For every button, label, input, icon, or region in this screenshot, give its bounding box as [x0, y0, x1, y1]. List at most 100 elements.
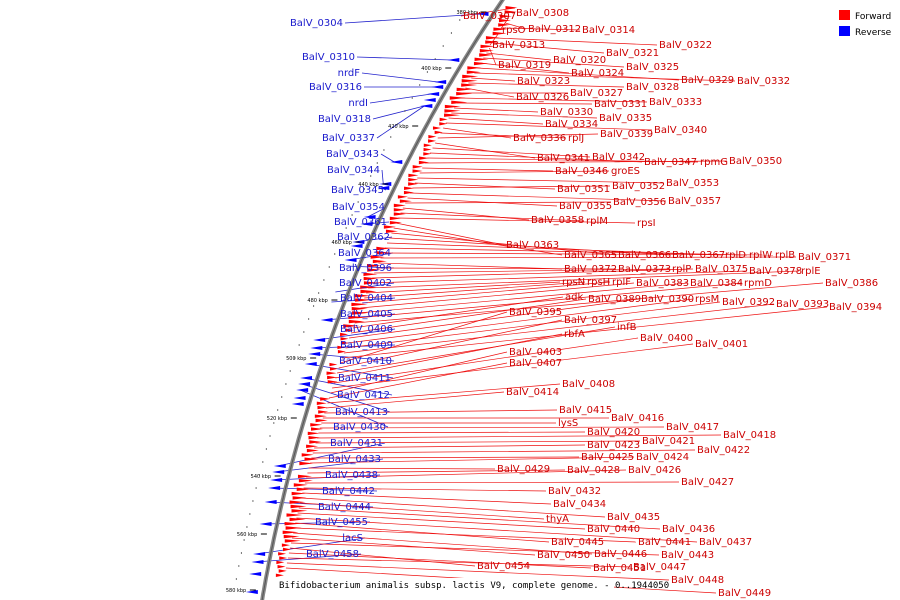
reverse-gene-label[interactable]: BalV_0364: [338, 248, 391, 259]
forward-gene-label[interactable]: BalV_0335: [599, 113, 652, 124]
forward-gene-label[interactable]: rpmG: [700, 157, 728, 168]
forward-gene-label[interactable]: BalV_0326: [516, 92, 569, 103]
reverse-gene-label[interactable]: BalV_0404: [340, 293, 393, 304]
forward-gene-label[interactable]: BalV_0342: [592, 152, 645, 163]
forward-gene-label[interactable]: BalV_0378: [749, 266, 802, 277]
forward-gene-label[interactable]: BalV_0392: [722, 297, 775, 308]
forward-gene-label[interactable]: BalV_0336: [513, 133, 566, 144]
forward-gene-label[interactable]: BalV_0422: [697, 445, 750, 456]
forward-gene-label[interactable]: BalV_0425: [581, 452, 634, 463]
reverse-gene-label[interactable]: BalV_0413: [335, 407, 388, 418]
reverse-gene-label[interactable]: BalV_0402: [339, 278, 392, 289]
forward-gene-label[interactable]: BalV_0448: [671, 575, 724, 586]
forward-gene-label[interactable]: BalV_0320: [553, 55, 606, 66]
forward-gene-label[interactable]: BalV_0371: [798, 252, 851, 263]
forward-gene-label[interactable]: BalV_0449: [718, 588, 771, 599]
forward-gene-label[interactable]: BalV_0328: [626, 82, 679, 93]
forward-gene-label[interactable]: rplW: [749, 250, 772, 261]
forward-gene-label[interactable]: BalV_0341: [537, 153, 590, 164]
forward-gene-label[interactable]: infB: [617, 322, 637, 333]
forward-gene-label[interactable]: BalV_0436: [662, 524, 715, 535]
forward-gene-label[interactable]: BalV_0445: [551, 537, 604, 548]
forward-gene-label[interactable]: BalV_0424: [636, 452, 689, 463]
forward-gene-label[interactable]: rpsN: [562, 277, 585, 288]
reverse-gene-label[interactable]: BalV_0444: [318, 502, 371, 513]
forward-gene-label[interactable]: BalV_0427: [681, 477, 734, 488]
forward-gene-label[interactable]: BalV_0307: [463, 11, 516, 22]
forward-gene-label[interactable]: BalV_0397: [564, 315, 617, 326]
reverse-gene-label[interactable]: BalV_0411: [338, 373, 391, 384]
forward-gene-label[interactable]: lysS: [558, 418, 578, 429]
reverse-gene-label[interactable]: lacS: [342, 533, 363, 544]
forward-gene-label[interactable]: BalV_0454: [477, 561, 530, 572]
forward-gene-label[interactable]: BalV_0451: [593, 563, 646, 574]
forward-gene-label[interactable]: BalV_0390: [641, 294, 694, 305]
forward-gene-label[interactable]: BalV_0372: [564, 264, 617, 275]
reverse-gene-label[interactable]: nrdF: [338, 68, 361, 79]
reverse-gene-label[interactable]: BalV_0442: [322, 486, 375, 497]
forward-gene-label[interactable]: BalV_0355: [559, 201, 612, 212]
forward-gene-label[interactable]: rpmD: [744, 278, 772, 289]
forward-gene-label[interactable]: BalV_0331: [594, 99, 647, 110]
forward-gene-label[interactable]: BalV_0426: [628, 465, 681, 476]
forward-gene-label[interactable]: BalV_0417: [666, 422, 719, 433]
reverse-gene-label[interactable]: BalV_0458: [306, 549, 359, 560]
reverse-gene-label[interactable]: BalV_0361: [334, 217, 387, 228]
forward-gene-label[interactable]: BalV_0351: [557, 184, 610, 195]
forward-gene-label[interactable]: BalV_0352: [612, 181, 665, 192]
reverse-gene-label[interactable]: BalV_0343: [326, 149, 379, 160]
forward-gene-label[interactable]: BalV_0325: [626, 62, 679, 73]
forward-gene-label[interactable]: BalV_0314: [582, 25, 635, 36]
forward-gene-label[interactable]: BalV_0313: [492, 40, 545, 51]
forward-gene-label[interactable]: BalV_0437: [699, 537, 752, 548]
forward-gene-label[interactable]: BalV_0421: [642, 436, 695, 447]
forward-gene-label[interactable]: BalV_0408: [562, 379, 615, 390]
reverse-gene-label[interactable]: BalV_0362: [337, 232, 390, 243]
forward-gene-label[interactable]: BalV_0339: [600, 129, 653, 140]
forward-gene-label[interactable]: rplB: [775, 250, 795, 261]
reverse-gene-label[interactable]: BalV_0310: [302, 52, 355, 63]
forward-gene-label[interactable]: BalV_0322: [659, 40, 712, 51]
forward-gene-label[interactable]: BalV_0384: [690, 278, 743, 289]
forward-gene-label[interactable]: BalV_0414: [506, 387, 559, 398]
forward-gene-label[interactable]: BalV_0367: [672, 250, 725, 261]
forward-gene-label[interactable]: rpsM: [695, 294, 719, 305]
reverse-gene-label[interactable]: BalV_0405: [340, 309, 393, 320]
forward-gene-label[interactable]: BalV_0323: [517, 76, 570, 87]
forward-gene-label[interactable]: BalV_0429: [497, 464, 550, 475]
forward-gene-label[interactable]: BalV_0432: [548, 486, 601, 497]
forward-gene-label[interactable]: BalV_0434: [553, 499, 606, 510]
reverse-gene-label[interactable]: BalV_0337: [322, 133, 375, 144]
forward-gene-label[interactable]: BalV_0356: [613, 197, 666, 208]
reverse-gene-label[interactable]: BalV_0412: [337, 390, 390, 401]
forward-gene-label[interactable]: adk: [565, 292, 583, 303]
forward-gene-label[interactable]: BalV_0365: [564, 250, 617, 261]
forward-gene-label[interactable]: BalV_0447: [633, 562, 686, 573]
forward-gene-label[interactable]: BalV_0450: [537, 550, 590, 561]
reverse-gene-label[interactable]: BalV_0433: [328, 454, 381, 465]
forward-gene-label[interactable]: BalV_0443: [661, 550, 714, 561]
forward-gene-label[interactable]: BalV_0319: [498, 60, 551, 71]
forward-gene-label[interactable]: BalV_0403: [509, 347, 562, 358]
forward-gene-label[interactable]: BalV_0420: [587, 427, 640, 438]
reverse-gene-label[interactable]: BalV_0431: [330, 438, 383, 449]
forward-gene-label[interactable]: BalV_0416: [611, 413, 664, 424]
forward-gene-label[interactable]: BalV_0334: [545, 119, 598, 130]
forward-gene-label[interactable]: groES: [611, 166, 640, 177]
forward-gene-label[interactable]: BalV_0327: [570, 88, 623, 99]
reverse-gene-label[interactable]: BalV_0304: [290, 18, 343, 29]
forward-gene-label[interactable]: rbfA: [564, 329, 585, 340]
forward-gene-label[interactable]: BalV_0401: [695, 339, 748, 350]
forward-gene-label[interactable]: rplM: [586, 216, 608, 227]
forward-gene-label[interactable]: BalV_0418: [723, 430, 776, 441]
forward-gene-label[interactable]: BalV_0329: [681, 75, 734, 86]
forward-gene-label[interactable]: thyA: [546, 514, 569, 525]
forward-gene-label[interactable]: BalV_0393: [776, 299, 829, 310]
reverse-gene-label[interactable]: BalV_0344: [327, 165, 380, 176]
forward-gene-label[interactable]: BalV_0330: [540, 107, 593, 118]
forward-gene-label[interactable]: BalV_0423: [587, 440, 640, 451]
forward-gene-label[interactable]: rplP: [672, 264, 691, 275]
reverse-gene-label[interactable]: BalV_0354: [332, 202, 385, 213]
reverse-gene-label[interactable]: BalV_0345: [331, 185, 384, 196]
reverse-gene-label[interactable]: BalV_0406: [340, 324, 393, 335]
